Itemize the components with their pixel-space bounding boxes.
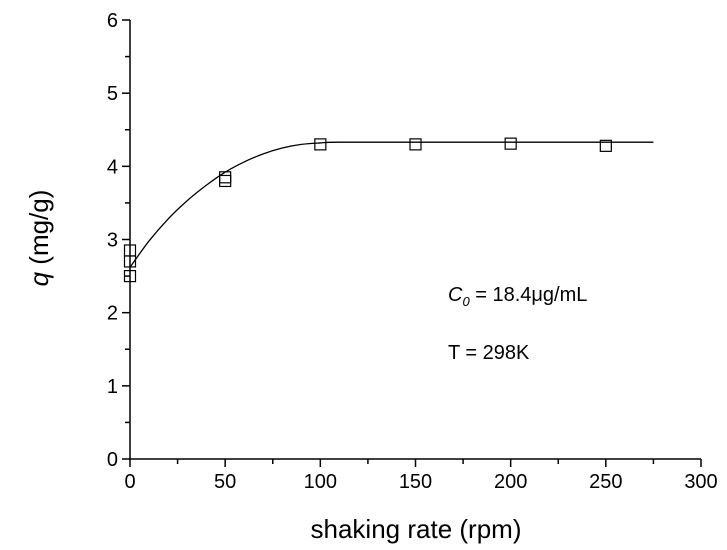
tick-labels-layer: 0 50 100 150 200 250 300 0 1 2 3 4 5 6 xyxy=(107,10,718,493)
y-tick-label: 3 xyxy=(107,230,118,252)
y-axis-label: q (mg/g) xyxy=(24,190,54,287)
c0-value: = 18.4μg/mL xyxy=(470,284,588,306)
data-point xyxy=(219,171,232,184)
data-point xyxy=(314,138,327,151)
x-tick-label: 200 xyxy=(494,471,527,493)
y-tick-label: 2 xyxy=(107,303,118,325)
data-point xyxy=(409,138,422,151)
y-axis-label-var: q xyxy=(24,271,54,286)
y-tick-label: 6 xyxy=(107,10,118,32)
ticks-layer xyxy=(122,19,702,467)
x-tick-label: 0 xyxy=(124,471,135,493)
y-tick-label: 5 xyxy=(107,83,118,105)
y-tick-label: 0 xyxy=(107,449,118,471)
x-axis-label: shaking rate (rpm) xyxy=(311,514,522,544)
x-tick-label: 150 xyxy=(399,471,432,493)
data-point xyxy=(219,174,232,188)
markers-layer xyxy=(123,137,612,283)
y-tick-label: 4 xyxy=(107,156,118,178)
c0-var: C xyxy=(448,284,463,306)
y-tick-label: 1 xyxy=(107,376,118,398)
temperature-annotation: T = 298K xyxy=(448,342,530,364)
x-tick-label: 300 xyxy=(684,471,717,493)
concentration-annotation: C0 = 18.4μg/mL xyxy=(448,284,587,309)
c0-subscript: 0 xyxy=(462,294,470,309)
x-tick-label: 50 xyxy=(214,471,236,493)
data-point xyxy=(599,139,612,152)
data-point xyxy=(504,137,517,150)
fit-curve xyxy=(129,141,654,268)
y-axis-label-unit: (mg/g) xyxy=(24,190,54,272)
x-tick-label: 100 xyxy=(304,471,337,493)
x-tick-label: 250 xyxy=(589,471,622,493)
